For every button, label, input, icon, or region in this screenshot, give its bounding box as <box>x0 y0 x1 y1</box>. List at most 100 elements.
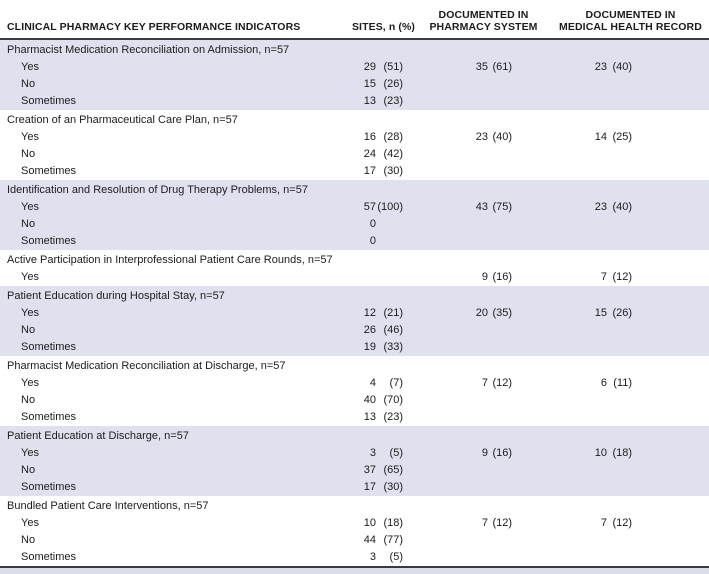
kpi-row: Yes 12 (21) 20 (35) 15 (26) <box>0 305 709 322</box>
pharmacy-pct-cell: (75) <box>492 201 512 213</box>
kpi-section: Pharmacist Medication Reconciliation on … <box>0 40 709 110</box>
sites-n-cell: 40 <box>363 394 376 406</box>
sites-n-cell: 0 <box>369 218 376 230</box>
sites-pct-cell: (26) <box>383 78 403 90</box>
row-label: Sometimes <box>21 341 77 353</box>
medical-pct-cell <box>607 392 632 409</box>
kpi-row: Yes 16 (28) 23 (40) 14 (25) <box>0 129 709 146</box>
row-label: No <box>21 78 36 90</box>
sites-pct-cell <box>376 269 403 286</box>
medical-pct-cell <box>607 409 632 426</box>
row-label: Sometimes <box>21 165 77 177</box>
sites-pct-cell: (5) <box>389 551 403 563</box>
row-filler <box>632 269 709 286</box>
pharmacy-pct-cell <box>488 479 512 496</box>
pharmacy-n-cell <box>403 216 488 233</box>
row-filler <box>632 146 709 163</box>
medical-n-cell: 7 <box>600 271 607 283</box>
pharmacy-pct-cell <box>488 549 512 566</box>
kpi-row: Sometimes 3 (5) <box>0 549 709 566</box>
section-title: Identification and Resolution of Drug Th… <box>7 184 308 196</box>
sites-pct-cell: (46) <box>383 324 403 336</box>
row-filler <box>632 59 709 76</box>
pharmacy-n-cell <box>403 93 488 110</box>
header-medical-line2: MEDICAL HEALTH RECORD <box>559 21 702 33</box>
kpi-section: Active Participation in Interprofessiona… <box>0 250 709 286</box>
medical-n-cell <box>512 532 607 549</box>
sites-pct-cell: (21) <box>383 307 403 319</box>
pharmacy-pct-cell <box>488 462 512 479</box>
pharmacy-n-cell <box>403 163 488 180</box>
row-filler <box>632 479 709 496</box>
sites-n-cell: 3 <box>369 447 376 459</box>
pharmacy-n-cell <box>403 76 488 93</box>
table-body: Pharmacist Medication Reconciliation on … <box>0 40 709 566</box>
medical-pct-cell <box>607 532 632 549</box>
sites-pct-cell: (5) <box>389 447 403 459</box>
kpi-row: Yes 9 (16) 7 (12) <box>0 269 709 286</box>
row-filler <box>632 163 709 180</box>
sites-pct-cell: (28) <box>383 131 403 143</box>
medical-n-cell <box>512 216 607 233</box>
medical-pct-cell: (26) <box>612 307 632 319</box>
pharmacy-pct-cell <box>488 216 512 233</box>
pharmacy-n-cell <box>403 479 488 496</box>
kpi-row: No 26 (46) <box>0 322 709 339</box>
pharmacy-pct-cell <box>488 392 512 409</box>
row-filler <box>632 129 709 146</box>
medical-pct-cell: (12) <box>612 271 632 283</box>
kpi-row: No 37 (65) <box>0 462 709 479</box>
pharmacy-pct-cell <box>488 322 512 339</box>
row-filler <box>632 532 709 549</box>
sites-n-cell: 29 <box>363 61 376 73</box>
kpi-row: Sometimes 17 (30) <box>0 163 709 180</box>
kpi-row: Yes 29 (51) 35 (61) 23 (40) <box>0 59 709 76</box>
pharmacy-n-cell <box>403 233 488 250</box>
row-filler <box>632 199 709 216</box>
medical-n-cell <box>512 76 607 93</box>
row-label: Sometimes <box>21 481 77 493</box>
medical-n-cell <box>512 549 607 566</box>
medical-n-cell <box>512 233 607 250</box>
medical-pct-cell <box>607 549 632 566</box>
sites-n-cell: 26 <box>363 324 376 336</box>
kpi-row: No 15 (26) <box>0 76 709 93</box>
kpi-row: Sometimes 0 <box>0 233 709 250</box>
row-label: Sometimes <box>21 411 77 423</box>
sites-pct-cell: (33) <box>383 341 403 353</box>
section-title: Patient Education during Hospital Stay, … <box>7 290 225 302</box>
medical-n-cell: 23 <box>594 61 607 73</box>
kpi-section: Creation of an Pharmaceutical Care Plan,… <box>0 110 709 180</box>
row-label: Yes <box>21 131 39 143</box>
medical-n-cell <box>512 322 607 339</box>
pharmacy-n-cell: 9 <box>481 271 488 283</box>
sites-pct-cell: (77) <box>383 534 403 546</box>
header-pharmacy-system: DOCUMENTED IN PHARMACY SYSTEM <box>415 9 552 33</box>
sites-n-cell: 13 <box>363 411 376 423</box>
pharmacy-n-cell <box>403 322 488 339</box>
medical-n-cell <box>512 93 607 110</box>
row-filler <box>632 549 709 566</box>
header-sites: SITES, n (%) <box>351 21 415 33</box>
pharmacy-pct-cell: (35) <box>492 307 512 319</box>
kpi-section: Patient Education at Discharge, n=57 Yes 3… <box>0 426 709 496</box>
sites-n-cell: 16 <box>363 131 376 143</box>
row-label: No <box>21 394 36 406</box>
sites-n-cell: 19 <box>363 341 376 353</box>
row-filler <box>632 409 709 426</box>
medical-n-cell: 10 <box>594 447 607 459</box>
pharmacy-pct-cell: (40) <box>492 131 512 143</box>
kpi-row: Sometimes 17 (30) <box>0 479 709 496</box>
row-filler <box>632 322 709 339</box>
medical-n-cell <box>512 339 607 356</box>
row-label: Yes <box>21 377 39 389</box>
medical-n-cell <box>512 479 607 496</box>
pharmacy-n-cell: 23 <box>475 131 488 143</box>
sites-pct-cell: (18) <box>383 517 403 529</box>
row-label: Sometimes <box>21 235 77 247</box>
medical-pct-cell: (12) <box>612 517 632 529</box>
sites-n-cell: 17 <box>363 165 376 177</box>
pharmacy-pct-cell: (16) <box>492 447 512 459</box>
sites-pct-cell: (30) <box>383 165 403 177</box>
